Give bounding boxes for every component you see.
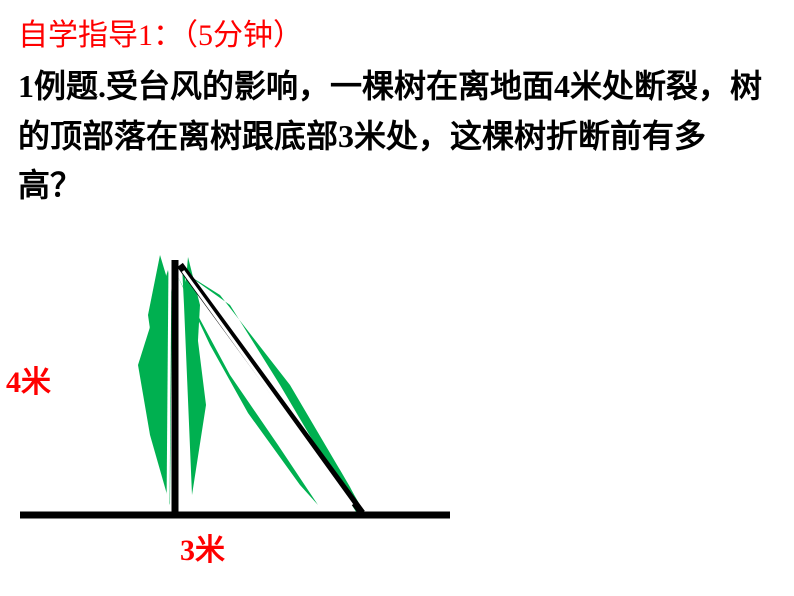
tree-svg	[0, 235, 460, 565]
base-label: 3米	[180, 525, 225, 569]
problem-text: 1例题.受台风的影响，一棵树在离地面4米处断裂，树的顶部落在离树跟底部3米处，这…	[18, 62, 768, 211]
height-label: 4米	[6, 357, 51, 401]
tree-diagram: 4米 3米	[0, 235, 460, 565]
page-title: 自学指导1：（5分钟）	[18, 10, 303, 54]
